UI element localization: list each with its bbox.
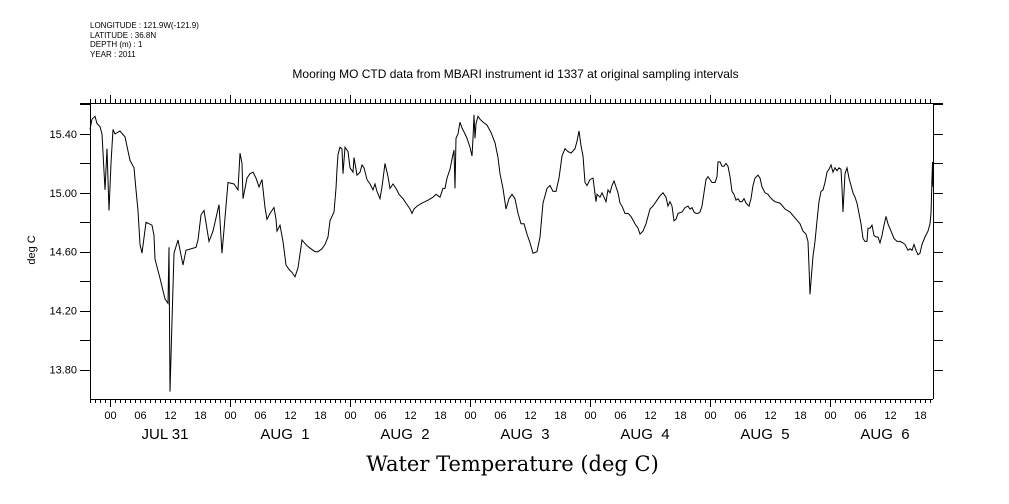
x-axis-ticks: 00 06 12 18 00 06 12 18 00 06 12 18 00 06 12 18 00 06 12 18… — [90, 95, 931, 443]
x-hour-label: 18 — [434, 410, 446, 422]
axes — [90, 103, 934, 400]
y-axis-ticks: 15.40 15.00 14.60 14.20 13.80 — [49, 103, 943, 377]
y-tick-label: 14.20 — [49, 306, 77, 318]
x-axis-title: Water Temperature (deg C) — [366, 452, 659, 476]
x-day-label: AUG 3 — [500, 426, 549, 443]
depth-text: DEPTH (m) : 1 — [90, 40, 143, 49]
y-axis-label: deg C — [26, 235, 38, 264]
x-hour-label: 00 — [704, 410, 716, 422]
x-hour-label: 00 — [224, 410, 236, 422]
year-text: YEAR : 2011 — [90, 49, 136, 59]
x-day-label: AUG 6 — [860, 426, 909, 443]
x-hour-label: 06 — [374, 410, 386, 422]
x-hour-label: 12 — [644, 410, 656, 422]
x-day-label: AUG 5 — [740, 426, 789, 443]
x-day-label: JUL 31 — [142, 426, 189, 443]
chart-title: Mooring MO CTD data from MBARI instrumen… — [292, 67, 739, 81]
x-hour-label: 18 — [914, 410, 926, 422]
series-layer — [89, 114, 934, 392]
x-hour-label: 18 — [314, 410, 326, 422]
y-tick-label: 13.80 — [49, 365, 77, 377]
x-day-label: AUG 1 — [260, 426, 309, 443]
y-tick-label: 15.40 — [49, 129, 77, 141]
longitude-text: LONGITUDE : 121.9W(-121.9) — [90, 21, 199, 30]
series-line-water-temperature — [89, 114, 934, 392]
latitude-text: LATITUDE : 36.8N — [90, 30, 157, 40]
x-hour-label: 06 — [614, 410, 626, 422]
x-hour-label: 06 — [854, 410, 866, 422]
x-hour-label: 00 — [584, 410, 596, 422]
x-hour-label: 06 — [734, 410, 746, 422]
x-hour-label: 18 — [554, 410, 566, 422]
x-hour-label: 00 — [464, 410, 476, 422]
x-hour-label: 12 — [404, 410, 416, 422]
x-hour-label: 12 — [164, 410, 176, 422]
x-hour-label: 12 — [764, 410, 776, 422]
x-hour-label: 12 — [884, 410, 896, 422]
x-hour-label: 06 — [134, 410, 146, 422]
y-tick-label: 15.00 — [49, 188, 77, 200]
x-hour-label: 06 — [254, 410, 266, 422]
x-hour-label: 00 — [824, 410, 836, 422]
x-day-label: AUG 4 — [620, 426, 669, 443]
x-hour-label: 00 — [104, 410, 116, 422]
x-hour-label: 18 — [194, 410, 206, 422]
x-hour-label: 00 — [344, 410, 356, 422]
x-hour-label: 12 — [284, 410, 296, 422]
x-day-label: AUG 2 — [380, 426, 429, 443]
x-hour-label: 18 — [794, 410, 806, 422]
y-tick-label: 14.60 — [49, 247, 77, 259]
metadata-block: LONGITUDE : 121.9W(-121.9) LATITUDE : 36.… — [90, 21, 199, 59]
x-hour-label: 06 — [494, 410, 506, 422]
x-hour-label: 18 — [674, 410, 686, 422]
x-hour-label: 12 — [524, 410, 536, 422]
